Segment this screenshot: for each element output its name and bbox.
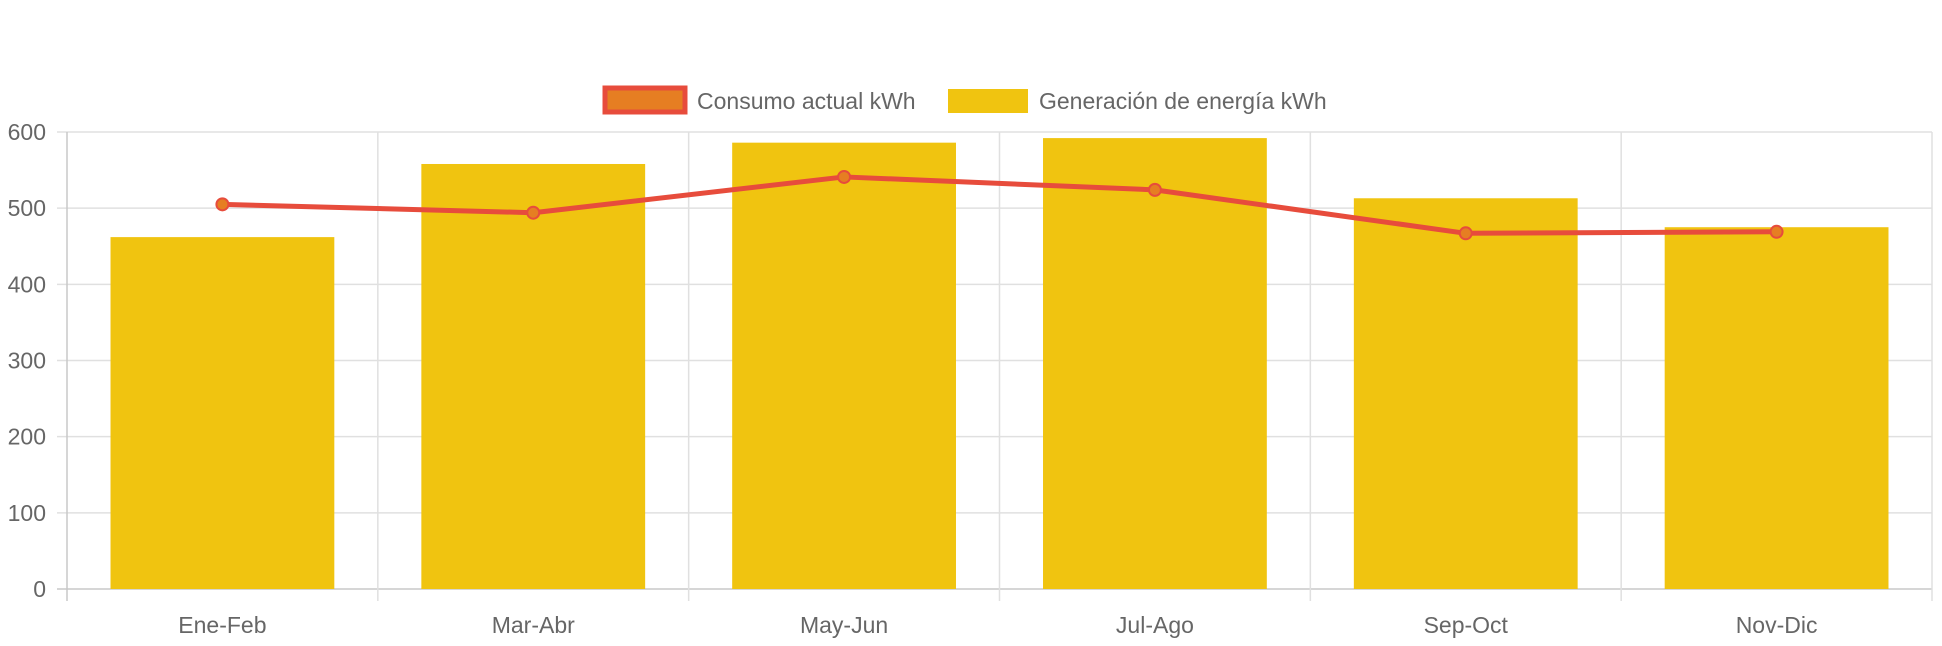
legend-label-consumo: Consumo actual kWh (697, 88, 916, 114)
consumo-point-sep-oct (1458, 226, 1473, 241)
consumo-point-ene-feb (215, 197, 230, 212)
consumo-point-may-jun (837, 169, 852, 184)
consumo-line (222, 174, 1777, 236)
bar-series (110, 138, 1889, 590)
legend-label-generacion: Generación de energía kWh (1039, 88, 1327, 114)
bar-ene-feb (110, 237, 335, 590)
legend-item-consumo[interactable]: Consumo actual kWh (602, 85, 916, 115)
x-tick-label: Nov-Dic (1736, 612, 1818, 638)
x-tick-label: Mar-Abr (492, 612, 575, 638)
bar-mar-abr (421, 163, 646, 590)
legend[interactable]: Consumo actual kWh Generación de energía… (602, 85, 1327, 115)
x-tick-label: Ene-Feb (178, 612, 266, 638)
y-tick-label: 400 (8, 271, 46, 297)
y-tick-label: 0 (33, 576, 46, 602)
bar-may-jun (732, 142, 956, 589)
bar-nov-dic (1664, 227, 1889, 590)
consumo-point-jul-ago (1147, 182, 1162, 197)
x-axis: Ene-Feb Mar-Abr May-Jun Jul-Ago Sep-Oct Nov-D… (178, 612, 1817, 638)
line-series (215, 169, 1784, 241)
x-tick-label: Jul-Ago (1116, 612, 1194, 638)
consumo-point-nov-dic (1769, 224, 1784, 239)
x-tick-label: May-Jun (800, 612, 888, 638)
y-tick-label: 500 (8, 195, 46, 221)
y-tick-label: 100 (8, 500, 46, 526)
y-tick-label: 200 (8, 424, 46, 450)
consumo-point-mar-abr (526, 205, 541, 220)
legend-swatch-generacion (948, 89, 1028, 113)
y-tick-label: 600 (8, 119, 46, 145)
bar-jul-ago (1043, 138, 1267, 590)
legend-item-generacion[interactable]: Generación de energía kWh (948, 88, 1327, 114)
y-tick-label: 300 (8, 348, 46, 374)
x-tick-label: Sep-Oct (1424, 612, 1509, 638)
y-axis: 0 100 200 300 400 500 600 (8, 119, 46, 602)
legend-swatch-consumo (602, 85, 688, 115)
bar-sep-oct (1353, 198, 1578, 589)
grid (57, 131, 1933, 601)
